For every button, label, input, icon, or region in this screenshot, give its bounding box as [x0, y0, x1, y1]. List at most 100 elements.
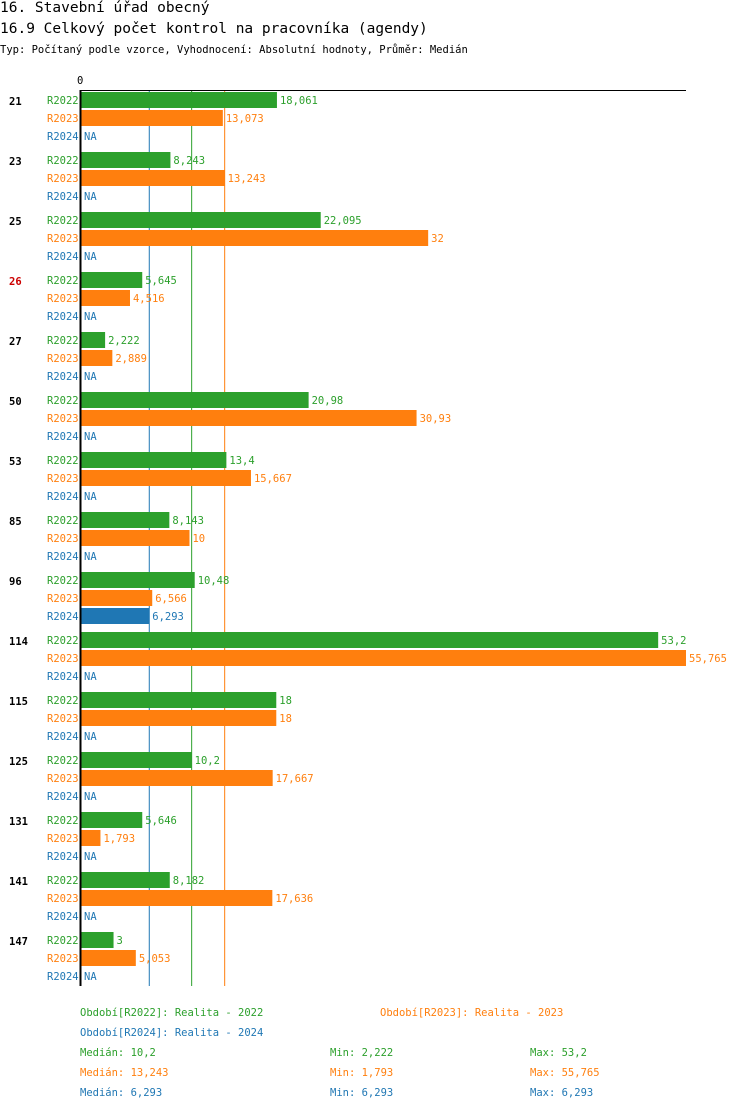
series-label: R2024 — [47, 791, 79, 803]
series-label: R2022 — [47, 455, 79, 467]
bar — [81, 692, 277, 708]
data-label: NA — [84, 911, 97, 923]
series-label: R2022 — [47, 575, 79, 587]
max-r2022: Max: 53,2 — [530, 1047, 587, 1059]
series-label: R2024 — [47, 731, 79, 743]
bar — [81, 410, 417, 426]
data-label: 32 — [431, 233, 444, 245]
data-label: NA — [84, 671, 97, 683]
series-label: R2024 — [47, 131, 79, 143]
series-label: R2023 — [47, 533, 79, 545]
legend-period-r2022: Období[R2022]: Realita - 2022 — [80, 1007, 264, 1019]
bar — [81, 290, 130, 306]
bar — [81, 770, 273, 786]
series-label: R2023 — [47, 473, 79, 485]
series-label: R2024 — [47, 251, 79, 263]
page-title: 16. Stavební úřad obecný — [0, 0, 210, 16]
data-label: 10,2 — [195, 755, 220, 767]
category-label: 26 — [9, 276, 22, 288]
series-label: R2024 — [47, 431, 79, 443]
category-label: 147 — [9, 936, 28, 948]
series-label: R2022 — [47, 815, 79, 827]
chart-meta: Typ: Počítaný podle vzorce, Vyhodnocení:… — [0, 44, 468, 56]
series-label: R2023 — [47, 413, 79, 425]
series-label: R2023 — [47, 113, 79, 125]
median-r2024: Medián: 6,293 — [80, 1087, 163, 1099]
bar — [81, 272, 143, 288]
bar — [81, 812, 143, 828]
median-r2023: Medián: 13,243 — [80, 1067, 169, 1079]
data-label: NA — [84, 251, 97, 263]
category-label: 27 — [9, 336, 22, 348]
bar — [81, 632, 659, 648]
series-label: R2022 — [47, 215, 79, 227]
category-label: 131 — [9, 816, 28, 828]
data-label: NA — [84, 971, 97, 983]
legend-period-r2023: Období[R2023]: Realita - 2023 — [380, 1007, 564, 1019]
data-label: 6,293 — [152, 611, 184, 623]
series-label: R2022 — [47, 95, 79, 107]
data-label: NA — [84, 311, 97, 323]
series-label: R2023 — [47, 773, 79, 785]
data-label: 17,667 — [276, 773, 314, 785]
data-label: 2,889 — [115, 353, 147, 365]
min-r2023: Min: 1,793 — [330, 1067, 394, 1079]
legend-period-r2024: Období[R2024]: Realita - 2024 — [80, 1027, 264, 1039]
data-label: 5,646 — [145, 815, 177, 827]
category-label: 125 — [9, 756, 28, 768]
series-label: R2022 — [47, 875, 79, 887]
category-label: 115 — [9, 696, 28, 708]
category-label: 85 — [9, 516, 22, 528]
data-label: 22,095 — [324, 215, 362, 227]
data-label: 17,636 — [275, 893, 313, 905]
min-r2022: Min: 2,222 — [330, 1047, 394, 1059]
category-label: 53 — [9, 456, 22, 468]
series-label: R2022 — [47, 515, 79, 527]
series-label: R2022 — [47, 395, 79, 407]
bar — [81, 590, 153, 606]
chart-title: 16.9 Celkový počet kontrol na pracovníka… — [0, 21, 428, 37]
category-label: 23 — [9, 156, 22, 168]
data-label: 13,073 — [226, 113, 264, 125]
data-label: 4,516 — [133, 293, 165, 305]
series-label: R2024 — [47, 971, 79, 983]
series-label: R2023 — [47, 233, 79, 245]
bar — [81, 512, 170, 528]
bar — [81, 752, 192, 768]
series-label: R2023 — [47, 833, 79, 845]
series-label: R2023 — [47, 173, 79, 185]
data-label: 8,143 — [172, 515, 204, 527]
data-label: 53,2 — [661, 635, 686, 647]
data-label: 1,793 — [103, 833, 135, 845]
data-label: 18,061 — [280, 95, 318, 107]
category-label: 25 — [9, 216, 22, 228]
bar — [81, 710, 277, 726]
series-label: R2023 — [47, 293, 79, 305]
data-label: NA — [84, 731, 97, 743]
series-label: R2024 — [47, 611, 79, 623]
data-label: 18 — [279, 695, 292, 707]
series-label: R2022 — [47, 755, 79, 767]
series-label: R2023 — [47, 653, 79, 665]
category-label: 114 — [9, 636, 28, 648]
series-label: R2022 — [47, 275, 79, 287]
bar — [81, 110, 223, 126]
bar — [81, 572, 195, 588]
data-label: 2,222 — [108, 335, 140, 347]
min-r2024: Min: 6,293 — [330, 1087, 394, 1099]
data-label: NA — [84, 551, 97, 563]
median-r2022: Medián: 10,2 — [80, 1047, 156, 1059]
series-label: R2023 — [47, 953, 79, 965]
data-label: 8,243 — [173, 155, 205, 167]
bar — [81, 170, 225, 186]
data-label: 10,48 — [198, 575, 230, 587]
data-label: 15,667 — [254, 473, 292, 485]
series-label: R2024 — [47, 851, 79, 863]
data-label: NA — [84, 851, 97, 863]
bar — [81, 350, 113, 366]
data-label: 55,765 — [689, 653, 727, 665]
series-label: R2024 — [47, 191, 79, 203]
x-tick-label: 0 — [77, 75, 83, 87]
bar — [81, 470, 251, 486]
